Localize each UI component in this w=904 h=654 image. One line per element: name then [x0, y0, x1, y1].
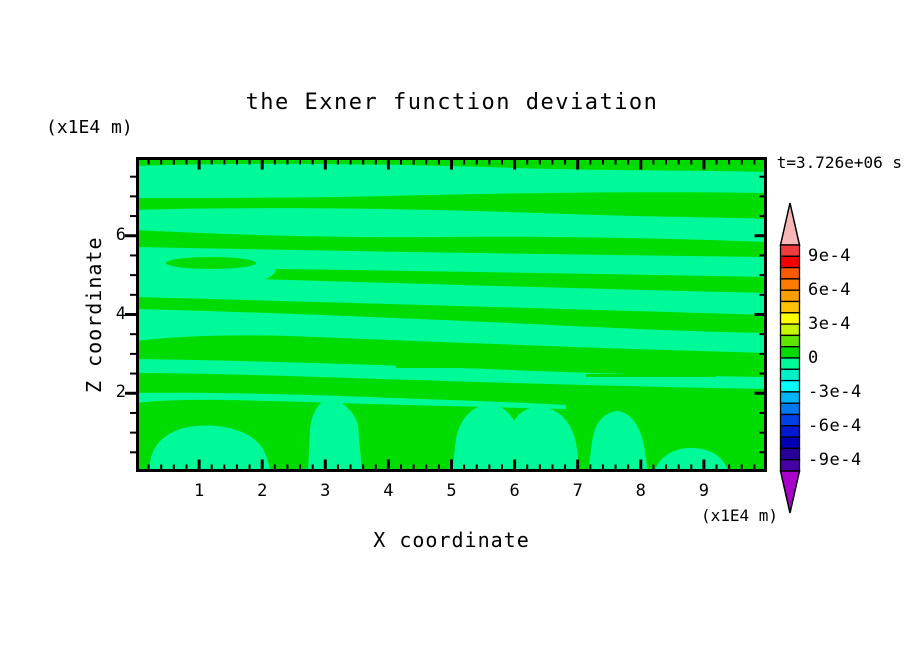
colorbar-segment [781, 245, 800, 256]
x-tick-label: 7 [558, 481, 598, 501]
colorbar-segment [781, 290, 800, 301]
plot-title: the Exner function deviation [0, 90, 904, 115]
colorbar-segment [781, 313, 800, 324]
colorbar-segment [781, 335, 800, 346]
colorbar-segment [781, 324, 800, 335]
colorbar-segment [781, 426, 800, 437]
y-axis-units-label: (x1E4 m) [46, 117, 133, 138]
colorbar-segment [781, 347, 800, 358]
contour-field [136, 157, 767, 472]
colorbar-segment [781, 448, 800, 459]
colorbar-under-arrow [781, 471, 800, 513]
z-axis-title: Z coordinate [82, 157, 108, 472]
colorbar-tick-label: -6e-4 [808, 416, 862, 436]
x-tick-labels: 1 2 3 4 5 6 7 8 9 [136, 481, 767, 503]
colorbar-labels: 9e-4 6e-4 3e-4 0 -3e-4 -6e-4 -9e-4 [808, 200, 904, 520]
figure-canvas: the Exner function deviation (x1E4 m) t=… [0, 0, 904, 654]
colorbar-segment [781, 302, 800, 313]
colorbar-tick-label: -3e-4 [808, 382, 862, 402]
colorbar-segment [781, 381, 800, 392]
x-tick-label: 6 [495, 481, 535, 501]
colorbar-tick-label: -9e-4 [808, 450, 862, 470]
colorbar-segment [781, 279, 800, 290]
colorbar-segment [781, 403, 800, 414]
x-tick-label: 8 [621, 481, 661, 501]
colorbar-over-arrow [781, 203, 800, 245]
x-axis-title: X coordinate [136, 528, 767, 552]
colorbar-segment [781, 358, 800, 369]
colorbar-segment [781, 268, 800, 279]
x-tick-label: 4 [368, 481, 408, 501]
x-axis-units-label: (x1E4 m) [701, 506, 778, 525]
colorbar-tick-label: 0 [808, 348, 819, 368]
plot-area [136, 157, 767, 472]
x-tick-label: 1 [179, 481, 219, 501]
x-tick-label: 3 [305, 481, 345, 501]
time-annotation: t=3.726e+06 s [777, 153, 902, 172]
colorbar-tick-label: 3e-4 [808, 314, 851, 334]
colorbar-segment [781, 256, 800, 267]
x-tick-label: 9 [684, 481, 724, 501]
colorbar-tick-label: 9e-4 [808, 246, 851, 266]
colorbar-tick-label: 6e-4 [808, 280, 851, 300]
x-tick-label: 5 [432, 481, 472, 501]
colorbar-segment [781, 392, 800, 403]
colorbar-segment [781, 369, 800, 380]
colorbar-segment [781, 437, 800, 448]
colorbar-segments [781, 245, 800, 471]
colorbar-scale [775, 200, 809, 520]
colorbar: 9e-4 6e-4 3e-4 0 -3e-4 -6e-4 -9e-4 [775, 200, 904, 520]
x-tick-label: 2 [242, 481, 282, 501]
colorbar-segment [781, 460, 800, 471]
colorbar-segment [781, 415, 800, 426]
